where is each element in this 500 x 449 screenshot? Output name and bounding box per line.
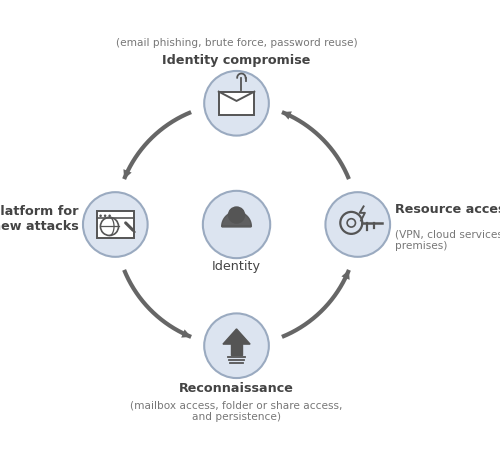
Text: Identity compromise: Identity compromise — [162, 54, 310, 67]
Circle shape — [100, 215, 102, 217]
FancyBboxPatch shape — [218, 92, 254, 115]
Circle shape — [104, 215, 106, 217]
Circle shape — [108, 215, 111, 217]
Circle shape — [83, 192, 148, 257]
Text: Reconnaissance: Reconnaissance — [179, 382, 294, 395]
Circle shape — [204, 71, 269, 136]
Circle shape — [203, 191, 270, 258]
Text: Identity: Identity — [212, 260, 261, 273]
FancyBboxPatch shape — [96, 211, 134, 238]
Text: Resource access: Resource access — [394, 203, 500, 216]
Text: (email phishing, brute force, password reuse): (email phishing, brute force, password r… — [116, 39, 358, 48]
Circle shape — [204, 313, 269, 378]
Polygon shape — [230, 344, 242, 356]
Text: (mailbox access, folder or share access,
and persistence): (mailbox access, folder or share access,… — [130, 401, 342, 422]
Polygon shape — [222, 212, 252, 226]
Text: Platform for
new attacks: Platform for new attacks — [0, 205, 78, 233]
Circle shape — [326, 192, 390, 257]
Polygon shape — [223, 329, 250, 344]
Text: (VPN, cloud services, on-
premises): (VPN, cloud services, on- premises) — [394, 230, 500, 251]
Circle shape — [228, 206, 246, 224]
